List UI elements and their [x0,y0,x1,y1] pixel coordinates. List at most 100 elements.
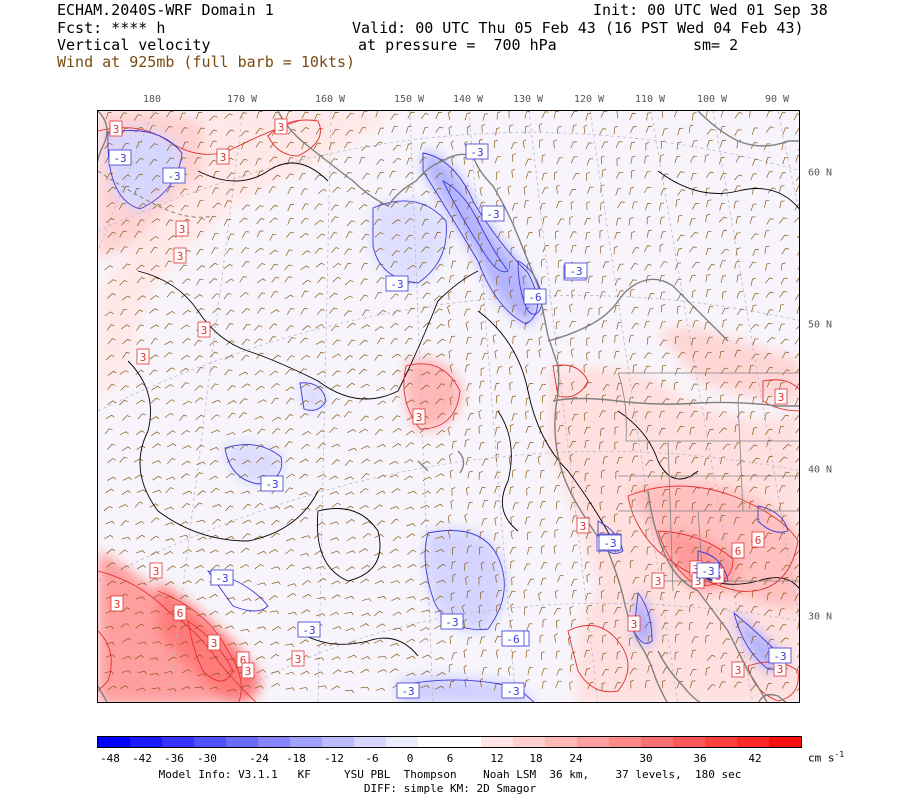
wind-barb [659,339,668,346]
wind-barb [630,231,636,240]
wind-barb [404,459,414,464]
wind-barb [539,203,546,211]
wind-barb [461,604,466,614]
shade-canada-positive [658,327,799,401]
wind-barb [524,455,532,463]
wind-barb [286,231,295,238]
wind-barb [676,398,684,406]
wind-barb [270,383,280,389]
wind-barb [332,370,341,376]
wind-barb [224,355,234,360]
wind-barb [479,636,486,644]
wind-barb [270,641,280,646]
wind-barb [208,159,217,167]
wind-barb [285,414,294,421]
grid-line [98,451,799,582]
wind-barb [150,397,160,404]
wind-barb [598,350,603,360]
wind-barb [598,441,604,450]
wind-barb [299,337,309,344]
wind-barb [406,523,416,527]
wind-barb [300,670,310,675]
wind-barb [586,172,590,181]
wind-barb [137,413,146,420]
wind-barb [181,502,191,509]
wind-barb [344,355,353,361]
wind-barb [553,485,560,493]
contour-label: -3 [297,621,321,638]
wind-barb [764,277,774,284]
wind-barb [180,563,190,569]
wind-barb [284,441,293,448]
wind-barb [647,635,653,644]
contour-label: 3 [412,408,426,425]
wind-barb [719,456,726,465]
wind-barb [509,289,514,299]
wind-barb [120,520,129,526]
wind-barb [212,503,222,508]
wind-barb [780,515,787,523]
wind-barb [661,364,667,373]
wind-barb [482,499,488,508]
wind-barb [570,141,577,149]
wind-barb [492,334,497,344]
wind-barb [586,351,590,361]
wind-barb [584,668,591,676]
wind-barb [691,202,700,210]
wind-barb [794,294,799,301]
wind-barb [209,655,219,660]
wind-barb [212,307,222,314]
wind-barb [555,243,560,253]
wind-barb [478,442,485,450]
wind-barb [135,430,145,436]
wind-barb [164,506,174,511]
wind-barb [570,245,577,253]
contour-label-text: 3 [655,575,662,588]
wind-barb [451,156,455,166]
contour-label: -3 [564,262,588,279]
colorbar-swatch [417,737,450,747]
wind-barb [466,383,473,391]
wind-barb [448,230,455,239]
contour-label-text: -3 [113,152,126,165]
canada-land [547,278,729,342]
wind-barb [196,519,206,523]
wind-barb [316,430,325,436]
colorbar-swatch [193,737,226,747]
wind-barb [165,522,175,526]
wind-barb [209,534,219,540]
wind-barb [330,566,340,571]
wind-barb [782,577,789,585]
wind-barb [122,352,130,359]
wind-barb [180,293,190,298]
wind-barb [344,505,354,511]
wind-barb [764,322,773,330]
wind-barb [764,199,770,208]
wind-barb [149,503,159,508]
wind-barb [660,291,666,300]
wind-barb [211,293,221,300]
wind-barb [151,385,161,391]
wind-barb [660,304,666,313]
wind-barb [539,486,545,495]
wind-barb [420,306,429,314]
wind-barb [344,141,352,149]
wind-barb [661,111,663,118]
wind-barb [572,589,577,598]
wind-barb [467,169,474,178]
wind-barb [329,292,338,299]
wind-barb [344,670,354,675]
north-america-coastline [277,111,668,702]
wind-barb [105,654,116,658]
wind-barb [405,578,414,583]
wind-barb [766,439,772,448]
wind-barb [253,640,263,646]
wind-barb [150,535,160,541]
wind-barb [209,140,217,148]
wind-barb [241,459,252,465]
wind-barb [764,609,773,616]
wind-barb [602,261,610,269]
contour-label-text: 6 [755,534,762,547]
wind-barb [256,669,266,674]
wind-barb [285,325,294,332]
